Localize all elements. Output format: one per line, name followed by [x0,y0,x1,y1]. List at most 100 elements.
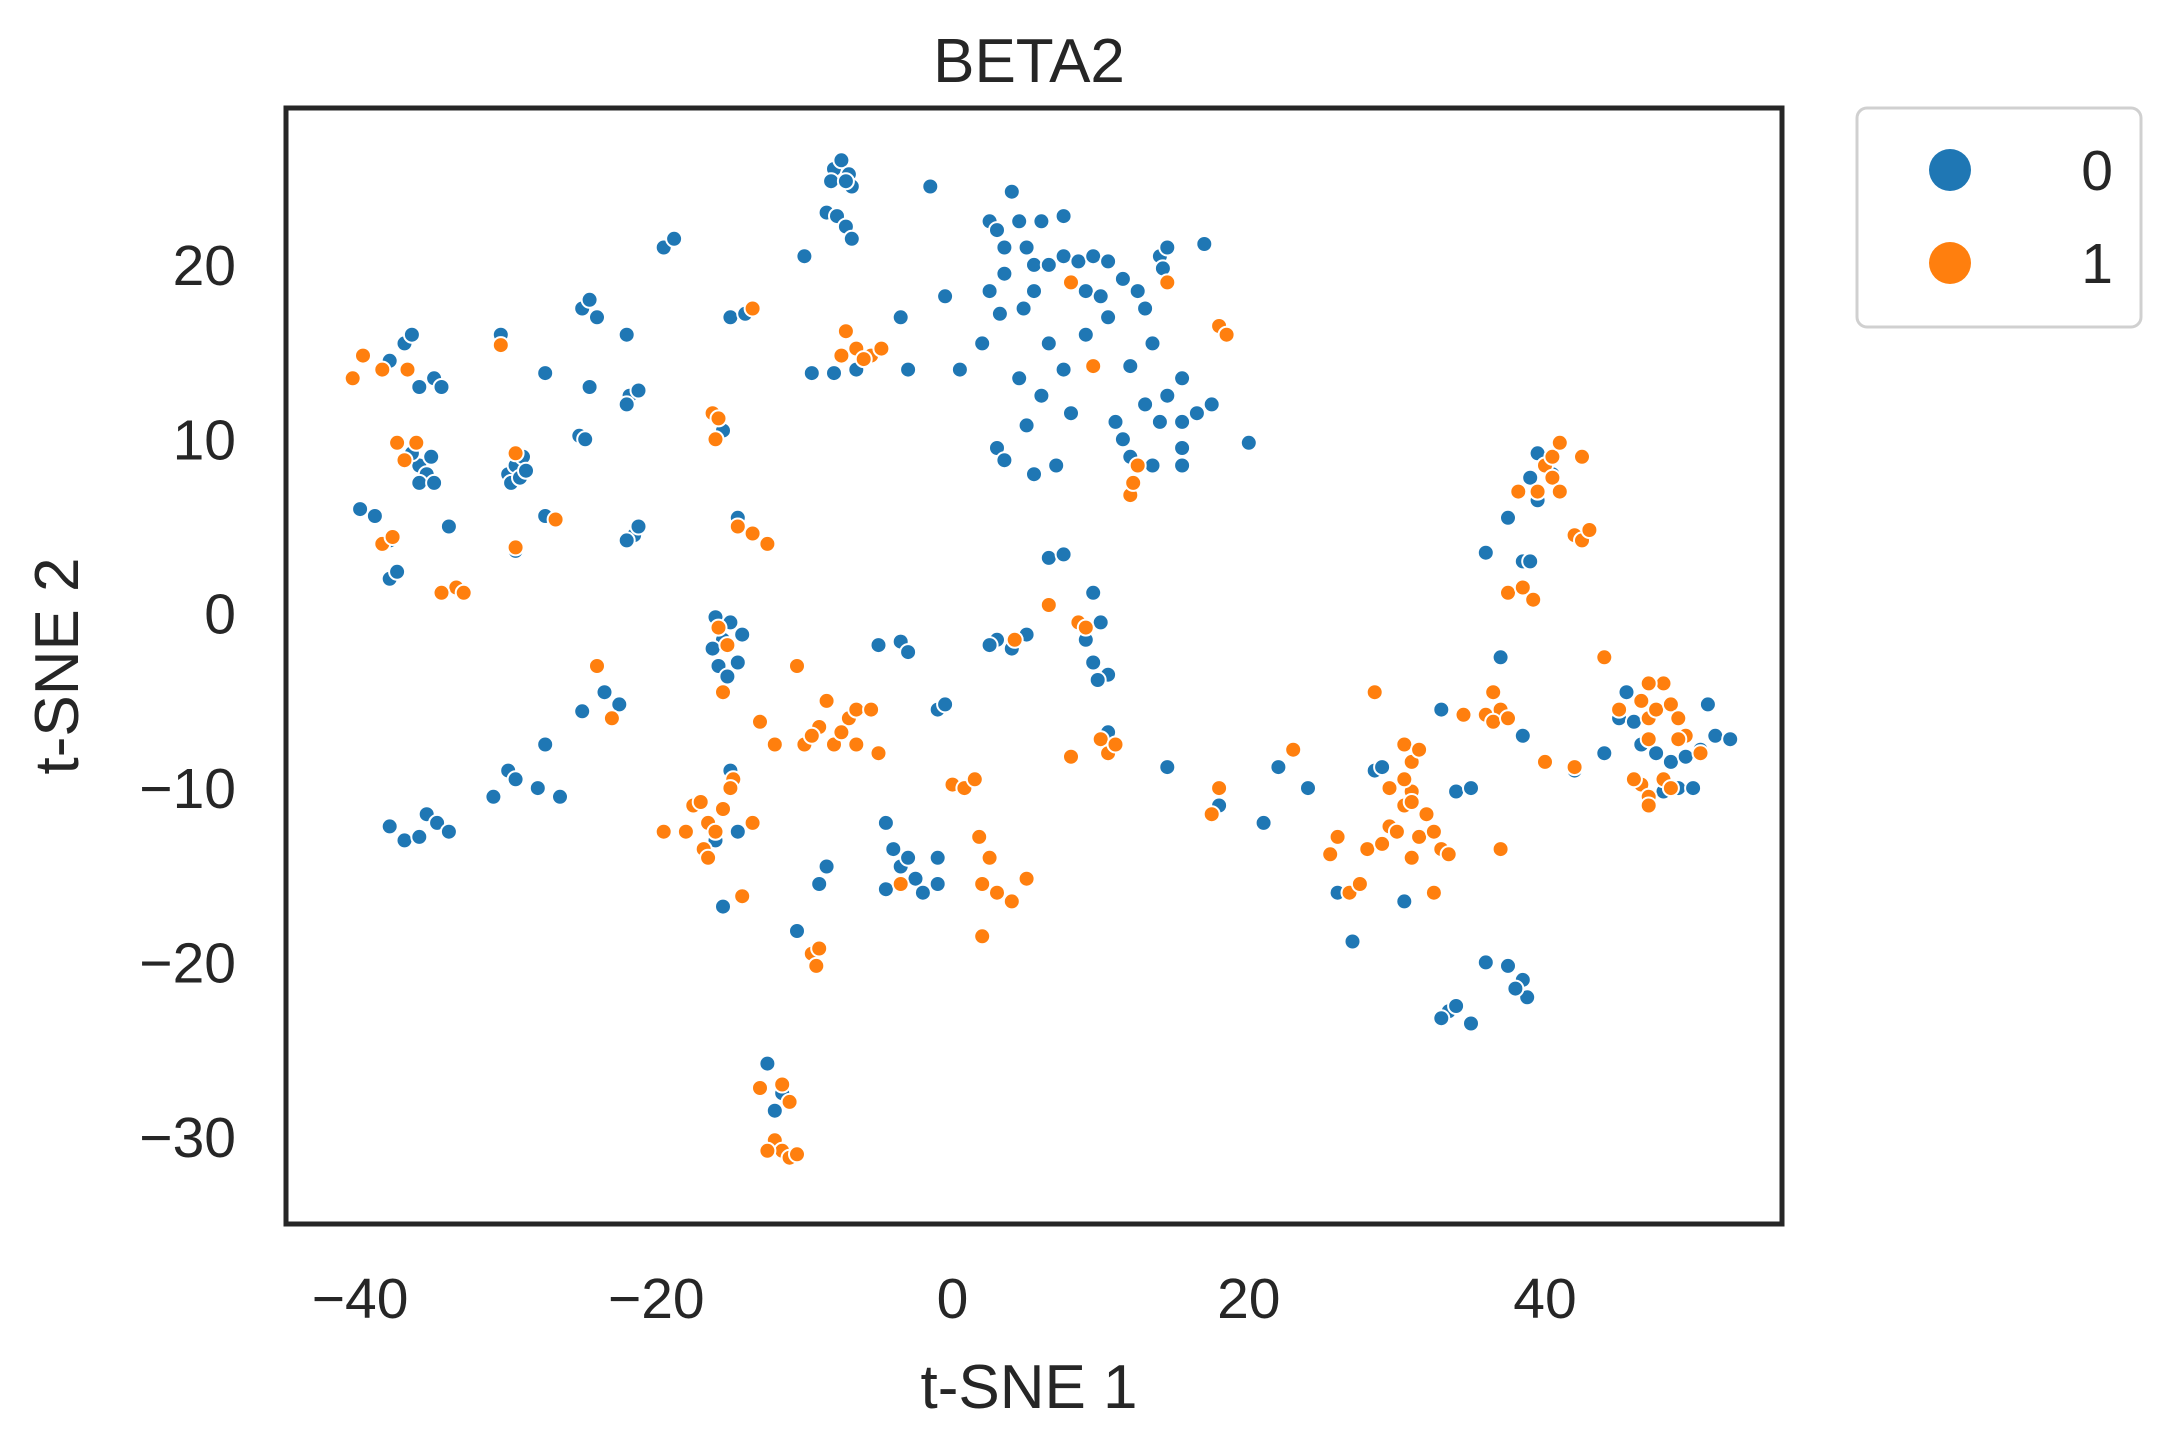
y-axis-label: t-SNE 2 [23,557,92,774]
point-series-1-20 [758,534,777,553]
point-series-0-70 [899,360,918,379]
point-series-0-129 [1025,465,1043,484]
point-series-1-148 [1669,730,1688,749]
point-series-0-7 [410,378,429,396]
point-series-1-62 [807,956,826,975]
point-series-0-140 [1091,613,1110,632]
point-series-0-111 [1173,369,1192,388]
x-axis-label: t-SNE 1 [920,1353,1137,1422]
point-series-1-95 [1158,273,1177,292]
point-series-0-97 [1128,282,1147,301]
legend-box [1855,106,2143,329]
point-series-1-141 [1669,709,1688,728]
point-series-0-102 [1195,235,1214,253]
point-series-0-180 [1476,543,1495,562]
y-axis: −30 −20 −10 0 10 20 [139,234,236,1170]
point-series-0-176 [1721,730,1740,749]
point-series-0-158 [1395,892,1414,911]
x-axis: −40 −20 0 20 40 [312,1267,1577,1331]
point-series-1-125 [1454,705,1473,724]
point-series-0-183 [1521,552,1540,571]
y-tick-label: 10 [173,408,236,472]
point-series-1-50 [714,800,732,818]
point-series-0-16 [425,473,444,492]
point-series-1-152 [1639,796,1658,815]
point-series-0-114 [1173,412,1192,431]
point-series-0-56 [802,364,821,383]
point-series-1-35 [847,735,866,754]
point-series-0-117 [1202,395,1221,414]
point-series-0-13 [410,473,429,492]
point-series-0-223 [899,848,918,867]
point-series-1-130 [1499,709,1517,728]
legend-marker-1 [1929,242,1971,284]
point-series-0-115 [1136,395,1155,414]
point-series-1-59 [588,657,606,675]
point-series-0-204 [484,787,503,806]
point-series-1-76 [980,848,999,867]
point-series-1-159 [1543,447,1562,466]
point-series-0-161 [1462,779,1480,798]
point-series-1-4 [388,433,407,452]
point-series-1-156 [1509,482,1528,501]
point-series-1-111 [1410,827,1429,846]
point-series-1-1 [354,346,372,365]
point-series-1-16 [709,409,728,428]
point-series-0-221 [884,840,903,859]
point-series-0-119 [1106,412,1125,431]
point-series-1-41 [869,744,888,763]
legend-label-1: 1 [2081,232,2113,296]
point-series-1-151 [1624,770,1643,789]
point-series-1-147 [1661,779,1680,798]
point-series-1-70 [788,1145,806,1164]
point-series-0-0 [351,500,370,519]
point-series-0-24 [517,461,535,480]
point-series-0-149 [1158,758,1177,777]
point-series-0-198 [380,817,399,836]
point-series-0-87 [1025,282,1043,301]
point-series-0-33 [580,378,599,396]
point-series-1-114 [1402,848,1421,867]
point-series-0-207 [528,779,547,798]
points-layer [343,151,1740,1167]
y-tick-label: −20 [139,931,236,995]
point-series-0-165 [1595,744,1614,763]
point-series-1-55 [733,887,752,906]
point-series-1-74 [965,770,984,789]
point-series-0-192 [1518,988,1537,1007]
point-series-0-1 [365,507,384,525]
point-series-0-133 [1039,548,1058,567]
point-series-1-139 [1654,674,1673,693]
point-series-0-26 [536,364,555,383]
point-series-0-155 [1343,932,1362,951]
point-series-0-17 [439,517,458,536]
point-series-0-29 [580,290,599,309]
point-series-1-157 [1528,482,1547,501]
point-series-0-162 [1491,648,1510,667]
point-series-0-128 [995,451,1014,470]
point-series-1-10 [506,444,525,463]
point-series-1-101 [1321,845,1340,864]
point-series-1-140 [1661,695,1680,714]
point-series-0-77 [995,238,1014,257]
point-series-1-19 [743,524,762,543]
point-series-0-186 [1521,468,1540,487]
point-series-1-12 [546,510,565,529]
point-series-1-56 [699,848,718,867]
point-series-0-218 [810,875,829,893]
point-series-0-37 [617,395,636,414]
legend-marker-0 [1929,149,1971,191]
point-series-0-189 [1476,953,1495,972]
point-series-1-57 [654,822,673,841]
point-series-0-69 [891,308,910,327]
point-series-1-92 [1128,456,1147,475]
point-series-1-162 [1550,482,1569,501]
point-series-1-108 [1387,822,1406,841]
point-series-0-67 [825,364,843,383]
point-series-0-55 [795,247,814,266]
point-series-0-74 [973,334,992,353]
point-series-0-179 [1684,779,1703,798]
point-series-0-193 [1506,979,1525,998]
point-series-0-40 [629,517,648,536]
point-series-0-82 [995,264,1014,283]
